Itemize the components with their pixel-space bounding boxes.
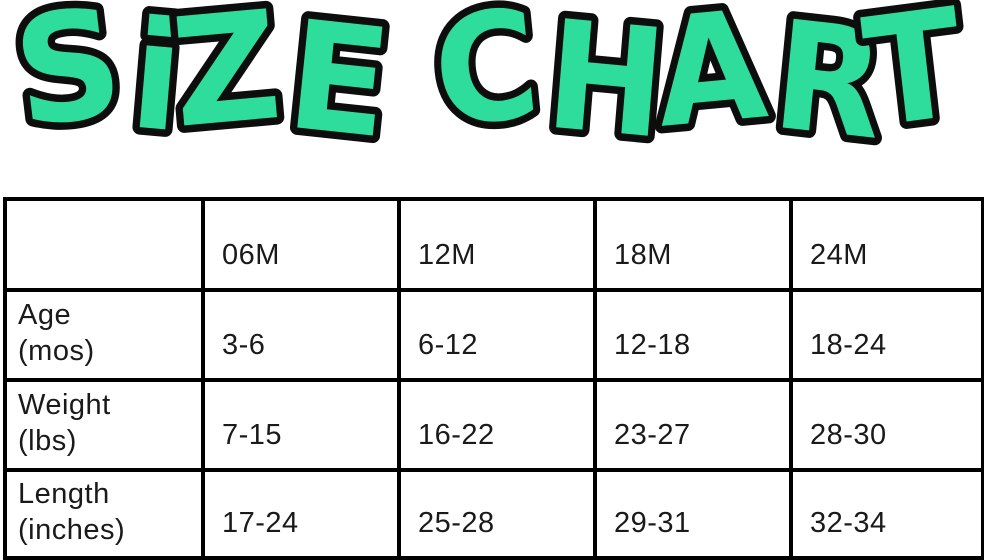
cell-length-12m: 25-28 [397, 468, 597, 560]
row-label-unit: (mos) [18, 335, 95, 367]
column-header-24m: 24M [789, 197, 984, 292]
table-row-length: Length (inches) 17-24 25-28 29-31 32-34 [3, 468, 984, 560]
row-label-unit: (inches) [18, 514, 126, 546]
column-header-06m: 06M [201, 197, 401, 292]
size-chart-table: 06M 12M 18M 24M Age (mos) 3-6 6-12 12-18… [3, 197, 984, 560]
cell-length-18m: 29-31 [593, 468, 793, 560]
cell-age-18m: 12-18 [593, 288, 793, 382]
row-label-text: Age [18, 298, 72, 331]
table-row-weight: Weight (lbs) 7-15 16-22 23-27 28-30 [3, 378, 984, 472]
cell-weight-18m: 23-27 [593, 378, 793, 472]
cell-length-24m: 32-34 [789, 468, 984, 560]
cell-weight-12m: 16-22 [397, 378, 597, 472]
cell-age-12m: 6-12 [397, 288, 597, 382]
table-row-age: Age (mos) 3-6 6-12 12-18 18-24 [3, 288, 984, 382]
column-header-12m: 12M [397, 197, 597, 292]
title-word-chart: CHART [426, 0, 972, 170]
row-label-text: Length [18, 477, 110, 510]
cell-length-06m: 17-24 [201, 468, 401, 560]
cell-age-06m: 3-6 [201, 288, 401, 382]
row-label-text: Weight [18, 388, 111, 421]
header-row: 06M 12M 18M 24M [3, 197, 984, 292]
row-label-length: Length (inches) [3, 468, 205, 560]
size-chart-title: SiZE CHART [0, 0, 979, 170]
title-word-size: SiZE [5, 0, 398, 170]
row-label-unit: (lbs) [18, 425, 77, 457]
cell-age-24m: 18-24 [789, 288, 984, 382]
column-header-18m: 18M [593, 197, 793, 292]
cell-weight-24m: 28-30 [789, 378, 984, 472]
row-label-age: Age (mos) [3, 288, 205, 382]
row-label-weight: Weight (lbs) [3, 378, 205, 472]
cell-weight-06m: 7-15 [201, 378, 401, 472]
corner-blank-cell [3, 197, 205, 292]
